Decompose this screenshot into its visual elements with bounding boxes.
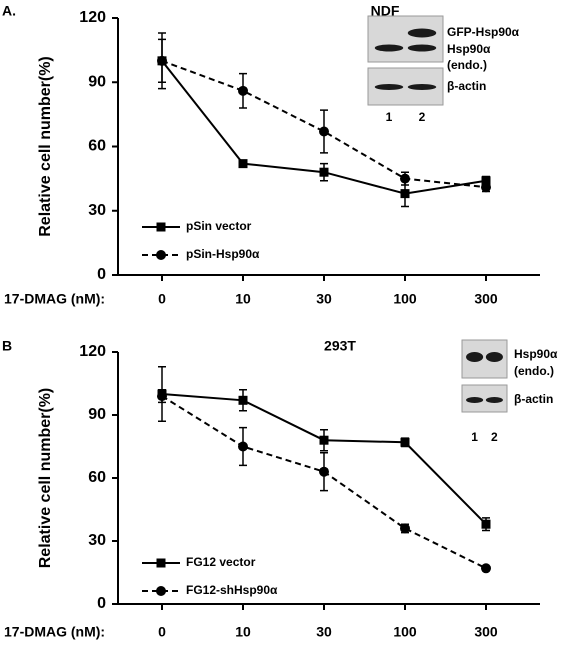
x-tick-label: 10 [235, 291, 251, 307]
marker [400, 173, 410, 184]
marker [319, 435, 329, 445]
marker [238, 159, 248, 169]
inset-label: GFP-Hsp90α [447, 25, 520, 39]
marker [156, 250, 166, 260]
y-tick-label: 90 [88, 73, 106, 90]
y-tick-label: 90 [88, 406, 106, 423]
lane-label: 2 [491, 430, 498, 444]
y-axis-label: Relative cell number(%) [37, 388, 54, 569]
panel-label: B [2, 338, 12, 354]
x-tick-label: 300 [474, 291, 498, 307]
blot-band [407, 84, 437, 90]
panel-label: A. [2, 3, 16, 19]
y-tick-label: 120 [79, 343, 106, 360]
marker [156, 558, 166, 568]
legend-label: FG12-shHsp90α [186, 583, 278, 597]
legend-label: pSin vector [186, 219, 252, 233]
blot-band [374, 84, 404, 90]
blot-band [466, 352, 484, 362]
y-axis-label: Relative cell number(%) [37, 56, 54, 237]
lane-label: 1 [386, 110, 393, 124]
marker [481, 519, 491, 529]
marker [400, 523, 410, 534]
marker [156, 586, 166, 596]
marker [157, 55, 167, 66]
lane-label: 2 [419, 110, 426, 124]
inset-label: Hsp90α [514, 347, 558, 361]
x-tick-label: 30 [316, 624, 332, 640]
legend-label: pSin-Hsp90α [186, 247, 260, 261]
x-tick-label: 0 [158, 624, 166, 640]
marker [319, 167, 329, 177]
inset-label: β-actin [447, 79, 486, 93]
marker [481, 563, 491, 574]
legend-label: FG12 vector [186, 555, 256, 569]
marker [156, 222, 166, 232]
x-tick-label: 30 [316, 291, 332, 307]
inset-label: (endo.) [514, 364, 554, 378]
marker [319, 126, 329, 137]
marker [400, 437, 410, 447]
chart-title: NDF [371, 3, 400, 19]
marker [238, 395, 248, 405]
marker [319, 466, 329, 477]
marker [238, 85, 248, 96]
x-tick-label: 300 [474, 624, 498, 640]
x-tick-label: 0 [158, 291, 166, 307]
blot-panel [367, 15, 444, 63]
x-tick-label: 10 [235, 624, 251, 640]
y-tick-label: 0 [97, 266, 106, 283]
y-tick-label: 60 [88, 469, 106, 486]
y-tick-label: 0 [97, 595, 106, 612]
marker [238, 441, 248, 452]
x-tick-label: 100 [393, 291, 417, 307]
y-tick-label: 120 [79, 9, 106, 26]
y-tick-label: 30 [88, 532, 106, 549]
blot-band [374, 44, 404, 52]
chart-title: 293T [324, 338, 356, 354]
marker [157, 391, 167, 402]
x-axis-label: 17-DMAG (nM): [4, 624, 105, 640]
blot-band [407, 28, 437, 38]
marker [481, 176, 491, 186]
blot-band [466, 397, 484, 403]
x-tick-label: 100 [393, 624, 417, 640]
blot-band [407, 44, 437, 52]
inset-label: Hsp90α [447, 42, 491, 56]
marker [400, 189, 410, 199]
inset-label: β-actin [514, 392, 553, 406]
inset-label: (endo.) [447, 58, 487, 72]
y-tick-label: 60 [88, 138, 106, 155]
blot-band [485, 352, 503, 362]
marker [481, 182, 491, 193]
x-axis-label: 17-DMAG (nM): [4, 291, 105, 307]
blot-band [485, 397, 503, 403]
lane-label: 1 [471, 430, 478, 444]
y-tick-label: 30 [88, 202, 106, 219]
